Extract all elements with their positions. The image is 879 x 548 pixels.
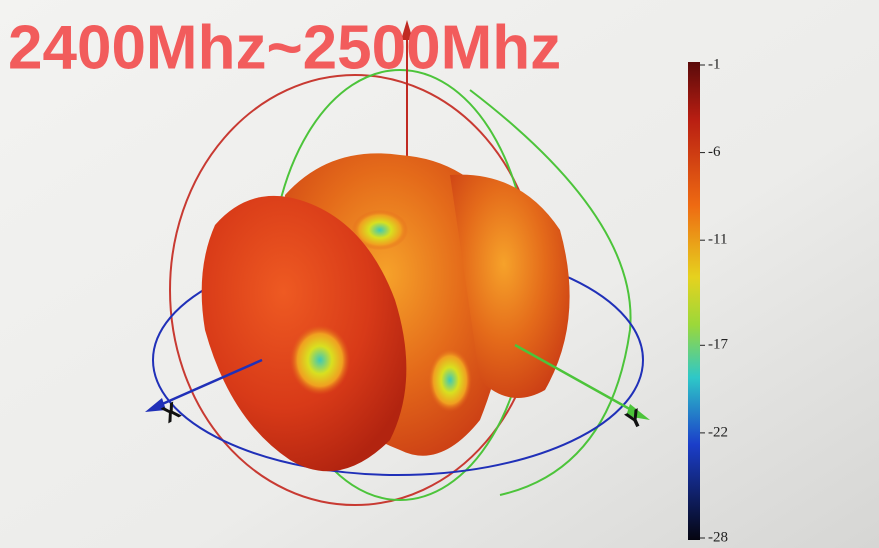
colorbar-tick-label: -28: [708, 529, 728, 545]
x-axis: [159, 358, 263, 407]
overlay-title: 2400Mhz~2500Mhz: [8, 13, 561, 82]
y-axis: [514, 343, 636, 414]
colorbar-ticks: -1 -6 -11 -17 -22 -28: [700, 56, 728, 545]
z-arrow: [401, 20, 413, 40]
lobe-right: [450, 174, 570, 398]
null-front: [290, 325, 350, 395]
colorbar-tick-label: -17: [708, 337, 728, 353]
null-bottom: [428, 348, 472, 412]
colorbar-tick-label: -22: [708, 424, 728, 440]
y-arrow: [626, 404, 650, 420]
colorbar-tick-label: -6: [708, 144, 721, 160]
colorbar-tick-label: -1: [708, 56, 721, 72]
colorbar: [688, 62, 700, 540]
x-arrow: [145, 398, 166, 412]
colorbar-tick-label: -11: [708, 232, 727, 248]
ring-green: [469, 89, 632, 496]
null-top: [352, 210, 408, 250]
